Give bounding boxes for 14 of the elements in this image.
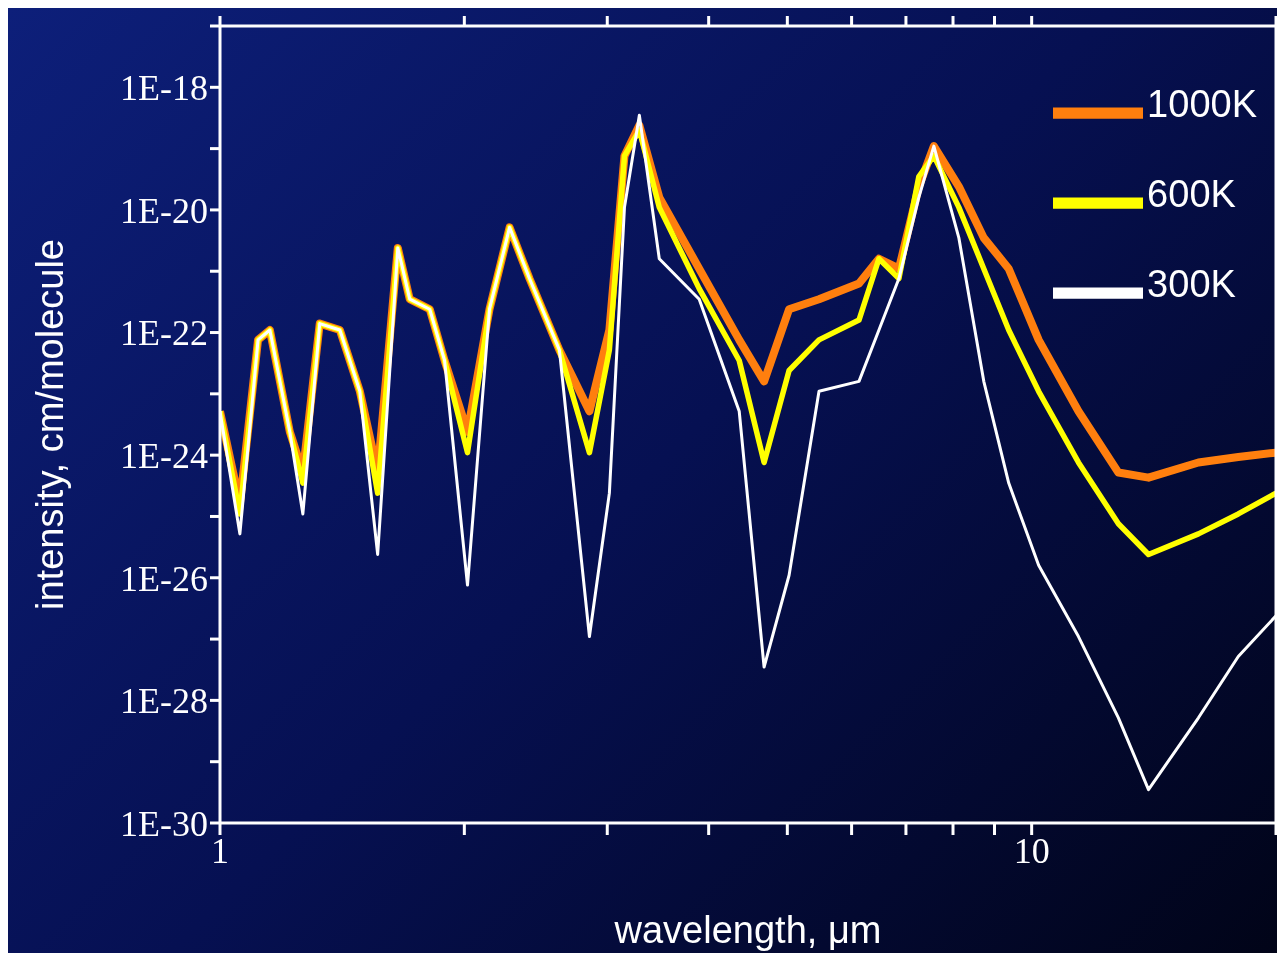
y-tick-label: 1E-22 <box>120 313 208 354</box>
y-tick-label: 1E-26 <box>120 558 208 599</box>
y-tick-label: 1E-20 <box>120 190 208 231</box>
y-tick-label: 1E-30 <box>120 803 208 844</box>
x-axis-title: wavelength, μm <box>613 909 882 951</box>
legend-label: 300K <box>1147 262 1236 305</box>
x-tick-label: 1 <box>211 830 229 871</box>
y-axis-title: intensity, cm/molecule <box>29 239 72 610</box>
y-tick-label: 1E-28 <box>120 681 208 722</box>
legend-label: 600K <box>1147 172 1236 215</box>
y-tick-label: 1E-18 <box>120 68 208 109</box>
y-tick-label: 1E-24 <box>120 435 208 476</box>
x-tick-label: 10 <box>1013 830 1050 871</box>
legend-label: 1000K <box>1147 82 1257 125</box>
